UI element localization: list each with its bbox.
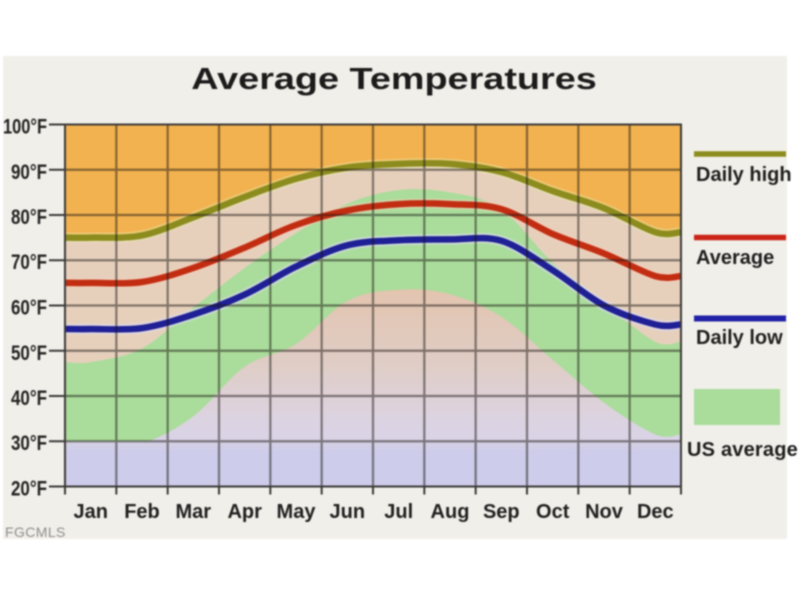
svg-text:70°F: 70°F bbox=[11, 250, 47, 274]
svg-text:Apr: Apr bbox=[227, 501, 262, 523]
svg-text:FGCMLS: FGCMLS bbox=[5, 524, 66, 540]
svg-text:Feb: Feb bbox=[124, 501, 160, 523]
svg-text:50°F: 50°F bbox=[11, 341, 47, 365]
svg-text:Average Temperatures: Average Temperatures bbox=[191, 62, 597, 96]
svg-text:40°F: 40°F bbox=[11, 386, 47, 410]
svg-text:60°F: 60°F bbox=[11, 296, 47, 320]
svg-text:Dec: Dec bbox=[637, 501, 674, 523]
svg-text:Jul: Jul bbox=[384, 501, 413, 523]
svg-text:May: May bbox=[277, 501, 317, 523]
svg-text:100°F: 100°F bbox=[3, 115, 47, 139]
svg-text:Aug: Aug bbox=[431, 501, 470, 523]
svg-text:Oct: Oct bbox=[536, 501, 570, 523]
svg-text:80°F: 80°F bbox=[11, 205, 47, 229]
svg-text:Daily high: Daily high bbox=[696, 164, 792, 186]
svg-text:Daily low: Daily low bbox=[696, 327, 783, 349]
svg-text:Average: Average bbox=[696, 247, 774, 269]
svg-text:Jan: Jan bbox=[73, 501, 107, 523]
svg-text:90°F: 90°F bbox=[11, 160, 47, 184]
svg-text:20°F: 20°F bbox=[11, 477, 47, 501]
svg-text:Jun: Jun bbox=[330, 501, 366, 523]
svg-text:Nov: Nov bbox=[585, 501, 624, 523]
svg-text:Sep: Sep bbox=[483, 501, 520, 523]
svg-text:US average: US average bbox=[687, 439, 798, 461]
svg-text:30°F: 30°F bbox=[11, 431, 47, 455]
svg-text:Mar: Mar bbox=[176, 501, 212, 523]
